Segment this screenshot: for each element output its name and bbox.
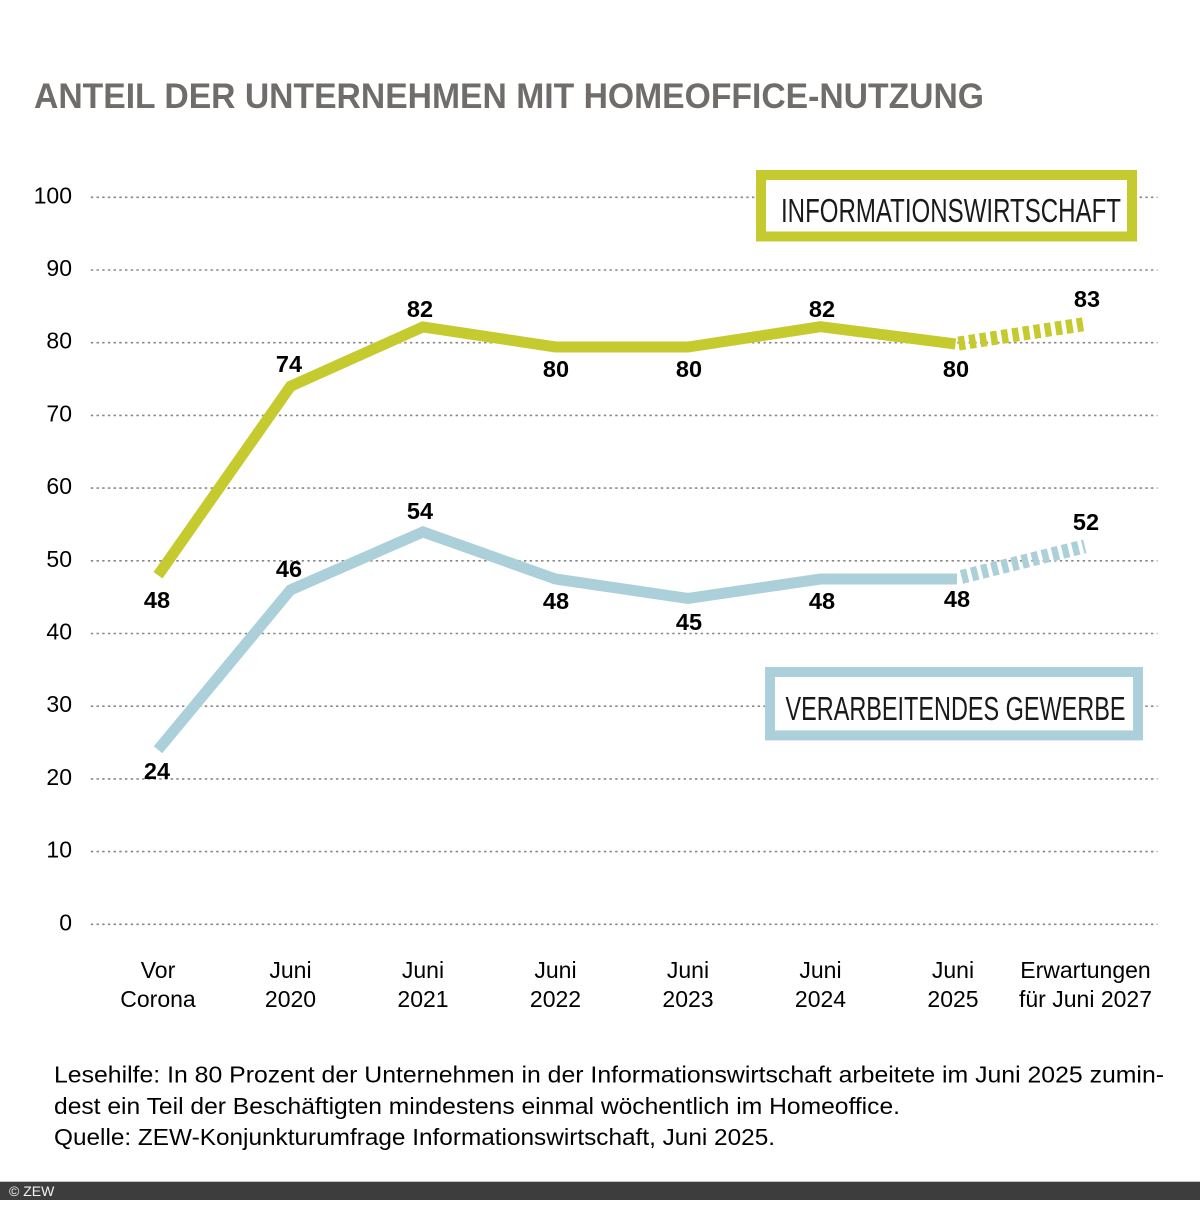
svg-text:dest ein Teil der Beschäftigte: dest ein Teil der Beschäftigten mindeste… — [54, 1093, 900, 1119]
svg-text:60: 60 — [46, 473, 72, 499]
svg-text:Juni: Juni — [534, 957, 576, 983]
svg-text:2024: 2024 — [795, 986, 846, 1012]
svg-text:Juni: Juni — [799, 957, 841, 983]
svg-text:48: 48 — [809, 588, 835, 614]
svg-text:INFORMATIONSWIRTSCHAFT: INFORMATIONSWIRTSCHAFT — [781, 192, 1121, 229]
svg-text:Corona: Corona — [120, 986, 196, 1012]
svg-text:2025: 2025 — [927, 986, 978, 1012]
svg-text:Juni: Juni — [269, 957, 311, 983]
svg-text:Lesehilfe: In 80 Prozent der U: Lesehilfe: In 80 Prozent der Unternehmen… — [54, 1062, 1164, 1088]
svg-text:82: 82 — [407, 296, 433, 322]
svg-text:VERARBEITENDES GEWERBE: VERARBEITENDES GEWERBE — [786, 690, 1126, 727]
svg-text:Erwartungen: Erwartungen — [1020, 957, 1150, 983]
svg-text:48: 48 — [144, 587, 170, 613]
svg-text:2022: 2022 — [530, 986, 581, 1012]
svg-text:100: 100 — [34, 182, 72, 208]
svg-text:40: 40 — [46, 619, 72, 645]
svg-text:80: 80 — [46, 328, 72, 354]
svg-text:70: 70 — [46, 400, 72, 426]
svg-text:2020: 2020 — [265, 986, 316, 1012]
svg-text:52: 52 — [1073, 509, 1099, 535]
svg-text:Vor: Vor — [141, 957, 176, 983]
svg-text:30: 30 — [46, 691, 72, 717]
svg-text:80: 80 — [943, 356, 969, 382]
svg-text:48: 48 — [944, 586, 970, 612]
svg-text:10: 10 — [46, 837, 72, 863]
svg-text:80: 80 — [676, 356, 702, 382]
svg-text:74: 74 — [276, 351, 302, 377]
svg-text:2021: 2021 — [397, 986, 448, 1012]
svg-text:ANTEIL DER UNTERNEHMEN MIT HOM: ANTEIL DER UNTERNEHMEN MIT HOMEOFFICE-NU… — [34, 77, 984, 116]
svg-text:Quelle: ZEW-Konjunkturumfrage: Quelle: ZEW-Konjunkturumfrage Informatio… — [54, 1124, 775, 1150]
svg-text:20: 20 — [46, 764, 72, 790]
svg-text:90: 90 — [46, 255, 72, 281]
svg-text:48: 48 — [543, 588, 569, 614]
svg-text:für Juni 2027: für Juni 2027 — [1019, 986, 1152, 1012]
svg-text:Juni: Juni — [932, 957, 974, 983]
svg-text:0: 0 — [59, 909, 72, 935]
svg-text:83: 83 — [1074, 286, 1100, 312]
svg-text:46: 46 — [276, 556, 302, 582]
svg-text:© ZEW: © ZEW — [9, 1183, 55, 1199]
svg-text:2023: 2023 — [662, 986, 713, 1012]
svg-text:24: 24 — [144, 758, 170, 784]
svg-text:Juni: Juni — [402, 957, 444, 983]
svg-text:Juni: Juni — [667, 957, 709, 983]
svg-text:80: 80 — [543, 356, 569, 382]
svg-text:45: 45 — [676, 609, 702, 635]
svg-text:54: 54 — [407, 498, 433, 524]
svg-text:82: 82 — [809, 296, 835, 322]
svg-text:50: 50 — [46, 546, 72, 572]
